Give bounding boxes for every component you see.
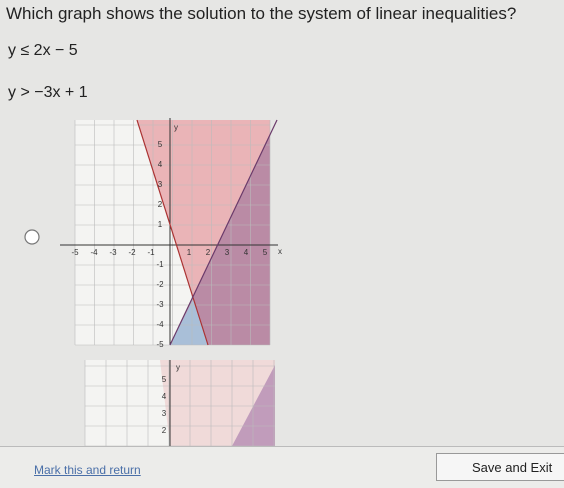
x-tick-label: -1: [147, 248, 155, 257]
x-tick-label: 2: [206, 248, 211, 257]
x-tick-label: -3: [109, 248, 117, 257]
y-tick-label: 4: [162, 392, 167, 401]
x-tick-label: -4: [90, 248, 98, 257]
graph-option-2[interactable]: y: [84, 360, 275, 446]
question: Which graph shows the solution to the sy…: [6, 4, 517, 23]
y-tick-label: 2: [158, 200, 163, 209]
boundary-line: [136, 119, 209, 346]
footer-bar: Mark this and return Save and Exit: [0, 446, 564, 488]
shaded-region: [170, 300, 208, 345]
y-tick-label: -2: [156, 280, 164, 289]
boundary-line: [169, 119, 278, 346]
x-tick-label: 3: [225, 248, 230, 257]
axis-label: x: [278, 247, 282, 256]
y-tick-label: 5: [158, 140, 163, 149]
x-tick-label: 1: [187, 248, 192, 257]
shaded-region: [160, 360, 275, 446]
inequality: y > −3x + 1: [8, 84, 88, 101]
y-tick-label: 4: [158, 160, 163, 169]
y-tick-label: -4: [156, 320, 164, 329]
y-tick-label: 3: [162, 409, 167, 418]
mark-link[interactable]: Mark this and return: [34, 463, 141, 477]
x-tick-label: -2: [128, 248, 136, 257]
y-tick-label: 2: [162, 426, 167, 435]
save-button[interactable]: Save and Exit: [436, 453, 564, 481]
y-tick-label: 1: [158, 220, 163, 229]
x-tick-label: 5: [263, 248, 268, 257]
y-tick-label: -5: [156, 340, 164, 349]
x-tick-label: 4: [244, 248, 249, 257]
graph-option-1[interactable]: y x: [60, 118, 282, 346]
y-tick-label: 3: [158, 180, 163, 189]
radio-option[interactable]: [24, 229, 40, 245]
y-tick-label: -3: [156, 300, 164, 309]
y-tick-label: -1: [156, 260, 164, 269]
axis-label: y: [174, 123, 178, 132]
inequality: y ≤ 2x − 5: [8, 42, 78, 59]
y-tick-label: 5: [162, 375, 167, 384]
x-tick-label: -5: [71, 248, 79, 257]
graphs: y x y -5 -4 -3 -2 -1 1 2 3 4 5 5 4 3 2 1 -1 -2 -3 -4 -5 5 4 3 2: [24, 118, 282, 446]
axis-label: y: [176, 363, 180, 372]
